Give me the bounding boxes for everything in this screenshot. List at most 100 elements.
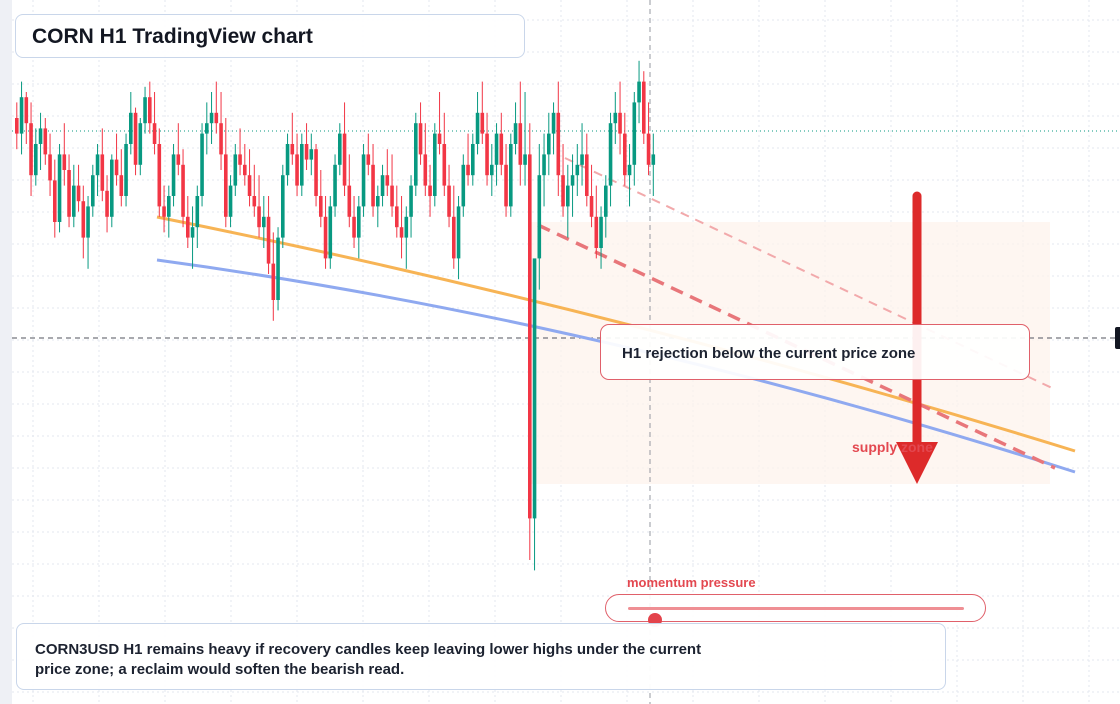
candle-body bbox=[285, 144, 290, 176]
candle-body bbox=[637, 81, 641, 103]
candle-body bbox=[214, 112, 219, 124]
candle-body bbox=[366, 154, 371, 165]
candle-body bbox=[195, 196, 200, 228]
candle-body bbox=[176, 154, 181, 165]
candle-body bbox=[81, 201, 86, 238]
candle-body bbox=[233, 154, 238, 186]
candle-body bbox=[281, 175, 285, 238]
candle-body bbox=[646, 133, 651, 165]
candle-body bbox=[399, 227, 404, 238]
candle-body bbox=[532, 258, 537, 519]
candle-body bbox=[333, 164, 337, 207]
candle-body bbox=[190, 227, 195, 238]
candle-body bbox=[518, 123, 523, 165]
candle-body bbox=[124, 144, 128, 196]
candle-body bbox=[228, 185, 233, 217]
candle-body bbox=[651, 154, 656, 165]
candle-body bbox=[133, 112, 138, 165]
candle-body bbox=[447, 185, 451, 217]
candle-body bbox=[594, 216, 599, 248]
supply-zone-label: supply zone bbox=[852, 439, 933, 455]
candle-body bbox=[575, 164, 580, 176]
candle-body bbox=[461, 164, 466, 207]
candle-body bbox=[319, 196, 323, 217]
candle-body bbox=[437, 133, 442, 144]
candle-body bbox=[19, 97, 24, 134]
candle-body bbox=[604, 185, 608, 217]
candle-body bbox=[423, 154, 428, 186]
candle-body bbox=[632, 102, 637, 165]
momentum-label: momentum pressure bbox=[627, 575, 756, 590]
candle-body bbox=[15, 118, 19, 134]
candle-body bbox=[547, 133, 551, 155]
candle-body bbox=[589, 196, 594, 217]
candle-body bbox=[580, 154, 584, 165]
candle-body bbox=[561, 175, 565, 207]
candle-body bbox=[105, 190, 109, 217]
candle-body bbox=[475, 112, 480, 144]
candle-body bbox=[599, 216, 603, 248]
candle-body bbox=[480, 112, 485, 134]
candle-body bbox=[24, 97, 29, 124]
chart-title: CORN H1 TradingView chart bbox=[32, 25, 313, 48]
candle-body bbox=[43, 128, 48, 155]
price-axis-tag bbox=[1115, 327, 1120, 349]
candle-body bbox=[361, 154, 366, 207]
candle-body bbox=[627, 164, 632, 176]
down-arrow-icon bbox=[896, 191, 938, 484]
candle-body bbox=[171, 154, 176, 196]
candle-body bbox=[34, 144, 38, 176]
candle-body bbox=[100, 154, 105, 191]
candle-body bbox=[537, 175, 542, 259]
candle-body bbox=[613, 112, 618, 124]
candle-body bbox=[157, 144, 162, 207]
candle-body bbox=[86, 206, 90, 238]
candle-body bbox=[371, 164, 375, 207]
candle-body bbox=[494, 133, 499, 165]
candle-body bbox=[62, 154, 67, 170]
candle-body bbox=[618, 112, 622, 134]
candle-body bbox=[523, 154, 527, 165]
candle-body bbox=[224, 154, 228, 217]
candle-body bbox=[376, 196, 380, 207]
candle-body bbox=[499, 133, 504, 165]
candle-body bbox=[266, 216, 271, 264]
candle-body bbox=[504, 164, 508, 207]
candle-body bbox=[290, 144, 295, 155]
candle-body bbox=[623, 133, 627, 176]
candle-body bbox=[243, 164, 247, 176]
candle-body bbox=[67, 170, 71, 217]
candle-body bbox=[209, 112, 214, 124]
candle-body bbox=[347, 185, 352, 217]
candle-body bbox=[314, 149, 318, 196]
candle-body bbox=[390, 185, 394, 207]
candle-body bbox=[352, 216, 356, 238]
candle-body bbox=[456, 206, 461, 259]
candle-body bbox=[300, 144, 304, 186]
candle-body bbox=[309, 149, 314, 160]
candle-body bbox=[466, 164, 470, 176]
candle-body bbox=[414, 123, 418, 186]
candle-body bbox=[338, 133, 342, 165]
candle-body bbox=[642, 81, 646, 134]
candle-body bbox=[181, 164, 185, 217]
fast-moving-average bbox=[156, 215, 1076, 453]
candle-body bbox=[129, 112, 133, 144]
candle-body bbox=[471, 144, 475, 176]
candle-body bbox=[433, 133, 437, 196]
candle-body bbox=[186, 216, 190, 238]
candle-body bbox=[608, 123, 613, 186]
candle-body bbox=[556, 112, 561, 176]
candle-body bbox=[119, 175, 124, 196]
candle-body bbox=[48, 154, 52, 181]
candle-body bbox=[252, 196, 257, 207]
candle-body bbox=[566, 185, 570, 207]
candle-body bbox=[148, 97, 152, 124]
candle-body bbox=[167, 196, 171, 217]
candle-body bbox=[409, 185, 413, 217]
candle-body bbox=[76, 185, 81, 202]
candle-body bbox=[570, 175, 575, 186]
candle-body bbox=[114, 159, 119, 176]
candle-body bbox=[152, 123, 157, 144]
candle-body bbox=[53, 180, 57, 222]
